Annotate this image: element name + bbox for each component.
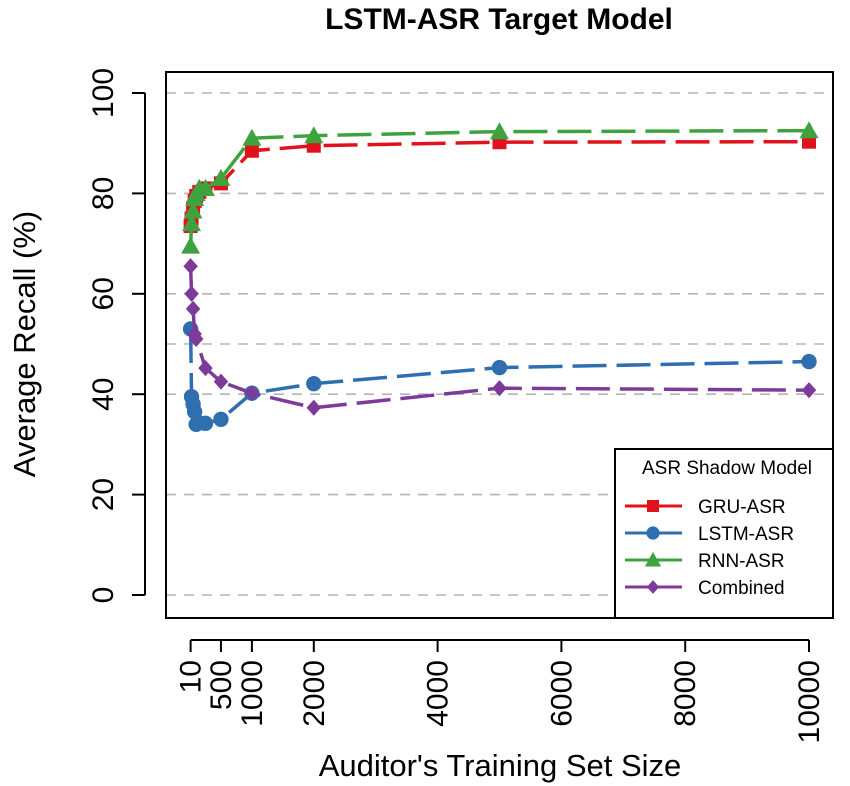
y-tick-label: 80	[87, 177, 120, 210]
x-tick-label: 10000	[793, 660, 826, 743]
y-tick-label: 0	[87, 587, 120, 604]
series-lstm-asr	[182, 321, 817, 433]
data-point-rnn-asr	[196, 178, 215, 196]
data-point-combined	[244, 385, 260, 402]
data-point-rnn-asr	[211, 168, 231, 186]
y-tick-label: 100	[87, 68, 120, 118]
x-tick-label: 500	[205, 660, 238, 710]
legend-item-combined: Combined	[625, 578, 785, 599]
data-point-combined	[306, 399, 322, 416]
data-point-combined	[185, 300, 201, 317]
data-point-rnn-asr	[490, 122, 509, 140]
legend-label: RNN-ASR	[698, 551, 785, 572]
y-axis: 0 20 40 60 80 100	[87, 68, 146, 604]
data-point-combined	[183, 258, 198, 275]
series-line-gru-asr	[188, 139, 810, 227]
legend-item-lstm-asr: LSTM-ASR	[625, 524, 794, 545]
data-point-rnn-asr	[182, 214, 201, 232]
legend: ASR Shadow Model GRU-ASR LSTM-ASR RNN-ASR C…	[614, 448, 834, 619]
data-point-rnn-asr	[799, 121, 819, 139]
legend-label: GRU-ASR	[698, 497, 786, 518]
legend-item-rnn-asr: RNN-ASR	[625, 551, 785, 572]
legend-items: GRU-ASR LSTM-ASR RNN-ASR Combined	[625, 497, 794, 599]
data-point-combined	[492, 380, 507, 397]
legend-label: LSTM-ASR	[698, 524, 794, 545]
data-point-rnn-asr	[304, 126, 324, 144]
x-axis-title: Auditor's Training Set Size	[319, 748, 682, 783]
data-point-combined	[188, 330, 204, 348]
series-layer	[181, 121, 819, 433]
plot-frame	[165, 71, 834, 619]
data-point-rnn-asr	[181, 236, 201, 254]
data-point-rnn-asr	[183, 201, 203, 219]
data-point-lstm-asr	[306, 375, 322, 392]
y-tick-label: 60	[87, 277, 120, 310]
legend-label: Combined	[698, 578, 785, 599]
legend-marker-gru-asr	[647, 500, 659, 512]
data-point-combined	[184, 285, 199, 302]
data-point-lstm-asr	[801, 353, 817, 370]
y-axis-title: Average Recall (%)	[7, 211, 42, 477]
series-combined	[183, 258, 817, 416]
data-point-combined	[198, 360, 213, 377]
data-point-rnn-asr	[242, 128, 262, 146]
x-tick-label: 2000	[298, 660, 331, 727]
x-tick-label: 1000	[236, 660, 269, 727]
data-point-lstm-asr	[491, 359, 508, 376]
data-point-gru-asr	[244, 143, 259, 158]
chart-title: LSTM-ASR Target Model	[325, 3, 673, 36]
x-tick-label: 10	[175, 660, 208, 693]
legend-marker-combined	[646, 580, 660, 594]
legend-title: ASR Shadow Model	[642, 458, 812, 479]
x-tick-label: 8000	[669, 660, 702, 727]
legend-item-gru-asr: GRU-ASR	[625, 497, 786, 518]
data-point-combined	[213, 373, 229, 390]
series-gru-asr	[183, 134, 816, 234]
series-rnn-asr	[181, 121, 819, 254]
legend-marker-lstm-asr	[646, 526, 660, 540]
data-point-lstm-asr	[213, 411, 229, 427]
data-point-combined	[801, 382, 817, 399]
y-tick-label: 20	[87, 478, 120, 511]
x-tick-label: 4000	[422, 660, 455, 727]
legend-marker-rnn-asr	[644, 551, 662, 567]
y-tick-label: 40	[87, 378, 120, 411]
x-tick-label: 6000	[545, 660, 578, 727]
data-point-lstm-asr	[197, 415, 214, 432]
